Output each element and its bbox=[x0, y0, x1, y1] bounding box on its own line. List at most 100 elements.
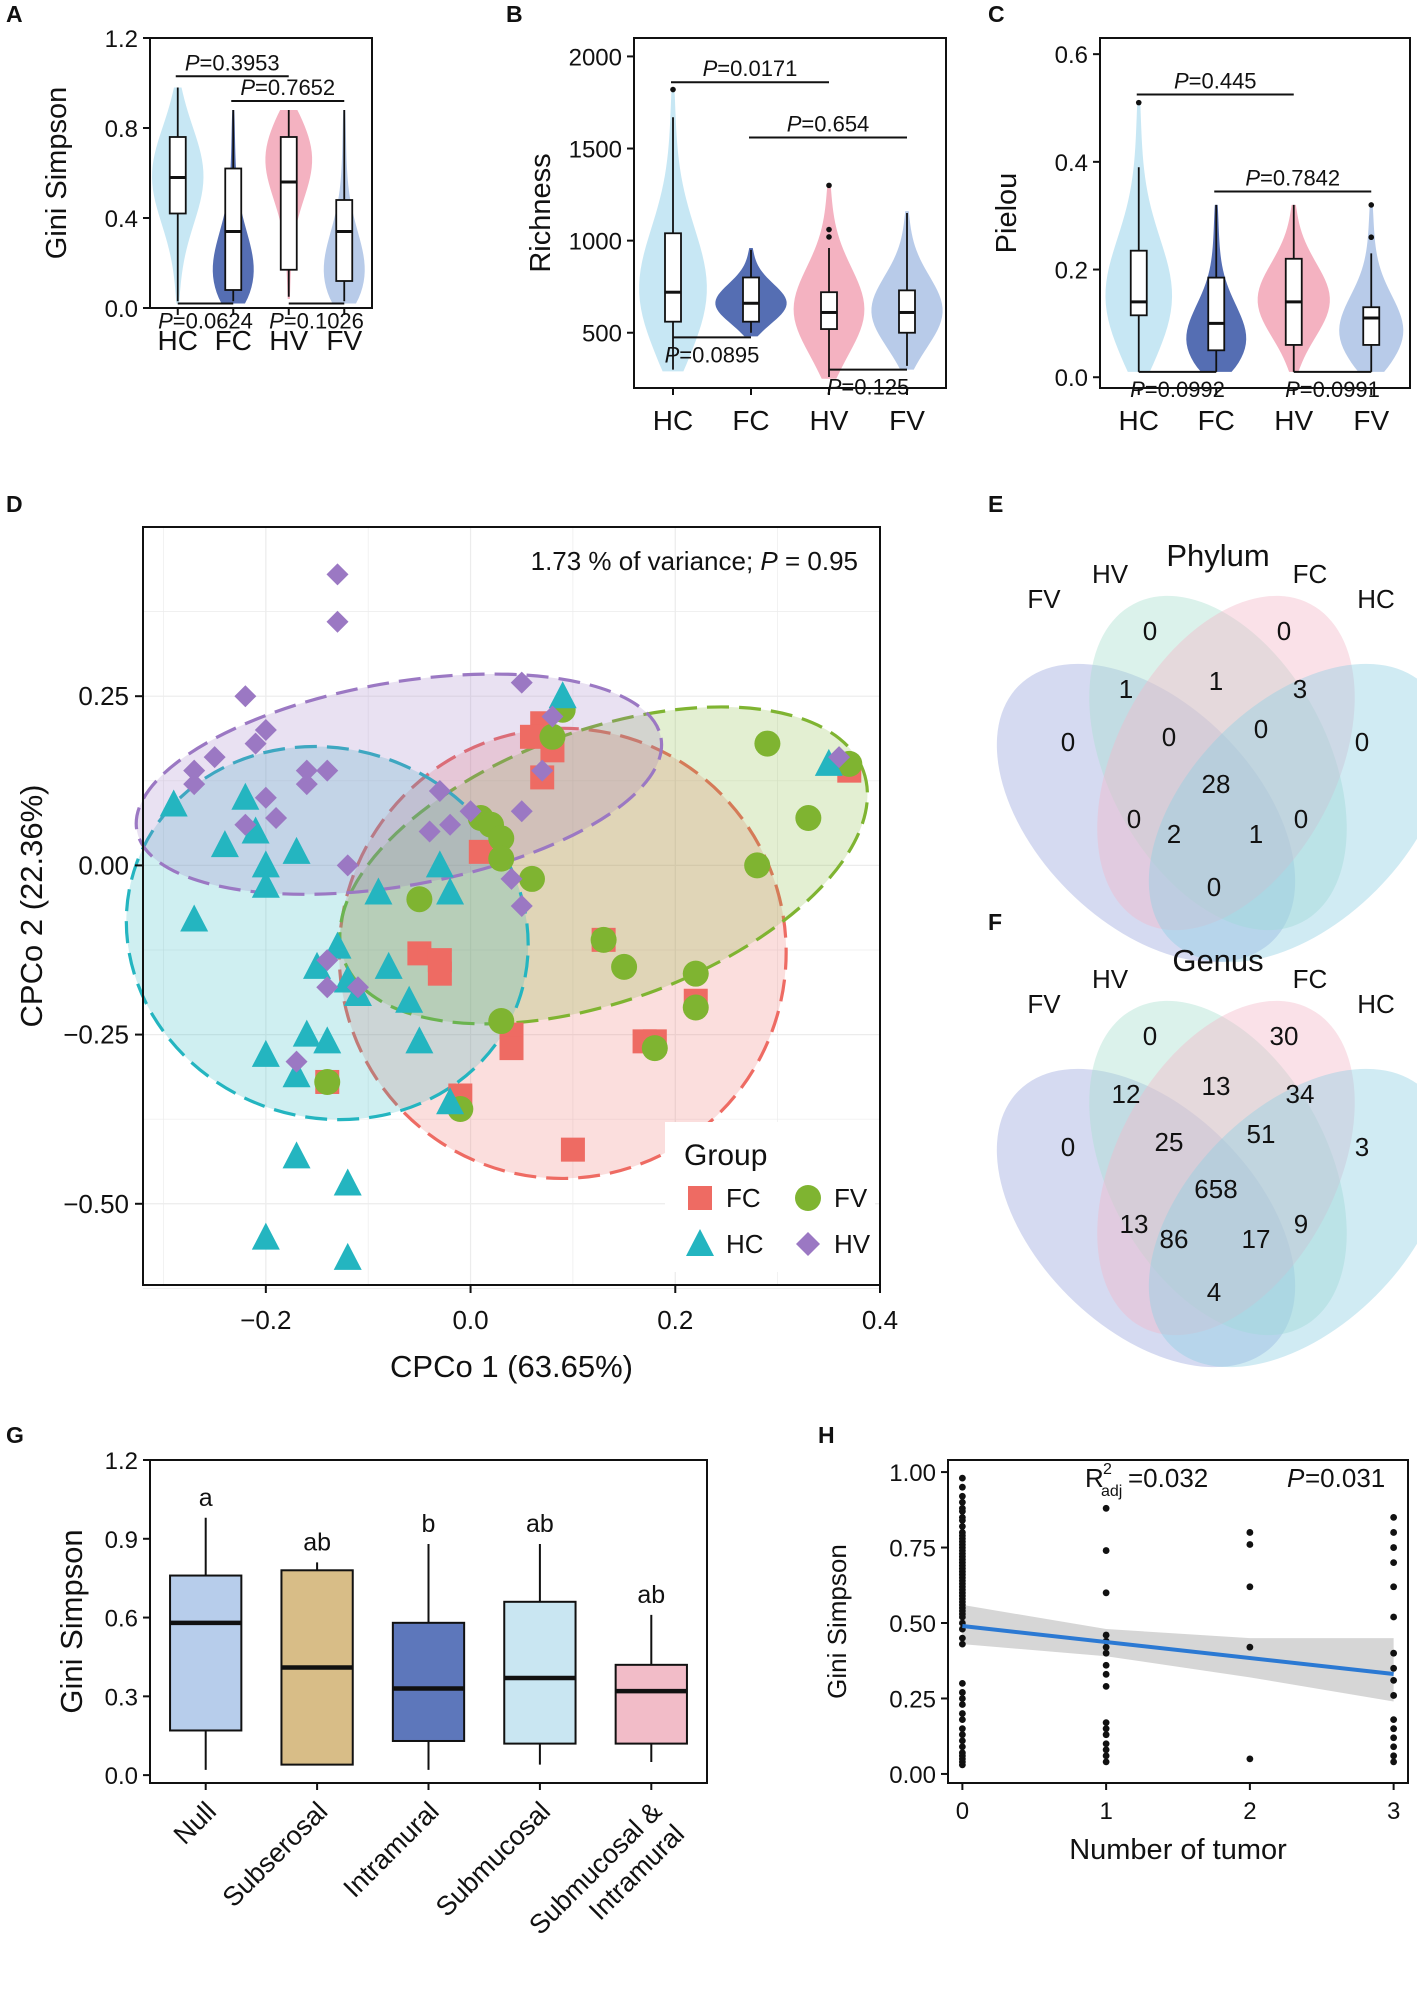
data-point bbox=[314, 1068, 341, 1095]
p-value: =0.031 bbox=[1305, 1463, 1385, 1493]
variance-annotation: 1.73 % of variance; P = 0.95 bbox=[531, 546, 858, 576]
panel-letter-a: A bbox=[6, 1, 23, 27]
y-tick-label: 0.0 bbox=[105, 1763, 138, 1790]
data-point bbox=[958, 1731, 966, 1739]
venn-set-label: HC bbox=[1357, 584, 1395, 614]
data-point bbox=[251, 1039, 280, 1067]
p-symbol: P bbox=[827, 375, 842, 400]
data-point bbox=[958, 1507, 966, 1515]
box bbox=[503, 1600, 577, 1745]
data-point bbox=[439, 813, 462, 836]
x-tick-label: FV bbox=[326, 325, 362, 356]
x-tick-label: HV bbox=[269, 325, 308, 356]
venn-count: 1 bbox=[1209, 666, 1223, 696]
confidence-band bbox=[962, 1604, 1394, 1702]
data-point bbox=[251, 1222, 280, 1250]
p-value-label: P=0.7652 bbox=[240, 75, 335, 100]
data-point bbox=[282, 1141, 311, 1169]
venn-count: 13 bbox=[1120, 1209, 1149, 1239]
box-hc bbox=[664, 232, 682, 323]
y-tick-label: 0.4 bbox=[1055, 150, 1088, 177]
venn-count: 30 bbox=[1270, 1021, 1299, 1051]
x-tick-label: 0.2 bbox=[657, 1305, 693, 1335]
venn-set-label: HC bbox=[1357, 989, 1395, 1019]
data-point bbox=[958, 1716, 966, 1724]
legend-label: FV bbox=[834, 1183, 868, 1213]
variance-text: 1.73 % of variance; bbox=[531, 546, 761, 576]
data-point bbox=[958, 1640, 966, 1648]
data-point bbox=[427, 961, 452, 986]
data-point bbox=[459, 800, 482, 823]
x-tick-label: 2 bbox=[1243, 1798, 1256, 1825]
outlier-point bbox=[1368, 202, 1375, 208]
panel-letter-c: C bbox=[988, 1, 1005, 27]
data-point bbox=[425, 850, 454, 878]
data-point bbox=[251, 850, 280, 878]
box bbox=[169, 1574, 243, 1732]
venn-count: 17 bbox=[1242, 1224, 1271, 1254]
data-point bbox=[1246, 1583, 1254, 1591]
data-point bbox=[436, 877, 465, 905]
data-point bbox=[531, 759, 554, 782]
y-tick-label: 0.00 bbox=[889, 1762, 936, 1789]
venn-set-fc bbox=[1097, 595, 1355, 931]
p-value: =0.1026 bbox=[284, 309, 364, 334]
data-point bbox=[428, 779, 451, 802]
data-point bbox=[958, 1761, 966, 1769]
data-point bbox=[244, 732, 267, 755]
data-point bbox=[234, 813, 257, 836]
data-point bbox=[641, 1035, 668, 1062]
x-tick-label: 0 bbox=[956, 1798, 969, 1825]
data-point bbox=[316, 976, 339, 999]
data-point bbox=[333, 1168, 362, 1196]
venn-set-fv bbox=[996, 663, 1296, 963]
data-point bbox=[510, 895, 533, 917]
panel-letter-f: F bbox=[988, 909, 1002, 935]
data-point bbox=[1390, 1692, 1398, 1699]
r-symbol: R bbox=[1085, 1463, 1104, 1493]
p-value-label: P=0.1026 bbox=[269, 309, 364, 334]
venn-count: 0 bbox=[1254, 714, 1268, 744]
p-value: =0.0895 bbox=[679, 342, 759, 367]
data-point bbox=[795, 805, 822, 832]
data-point bbox=[316, 949, 339, 972]
data-point bbox=[1390, 1544, 1398, 1551]
x-tick-label: Submucosal bbox=[430, 1796, 556, 1922]
p-value-label: P=0.7842 bbox=[1245, 165, 1340, 190]
legend-item-fv: FV bbox=[795, 1183, 868, 1213]
x-axis-label: Number of tumor bbox=[1069, 1834, 1287, 1866]
venn-set-fc bbox=[1097, 1000, 1355, 1336]
p-value: =0.0624 bbox=[173, 309, 253, 334]
p-value-label: P=0.654 bbox=[787, 111, 870, 136]
data-point bbox=[518, 865, 545, 892]
p-value: =0.0992 bbox=[1145, 377, 1225, 402]
p-value: =0.654 bbox=[801, 111, 869, 136]
x-tick-label: 3 bbox=[1387, 1798, 1400, 1825]
venn-set-hv bbox=[1089, 595, 1347, 931]
venn-count: 0 bbox=[1143, 616, 1157, 646]
y-tick-label: 0.50 bbox=[889, 1611, 936, 1638]
data-point bbox=[295, 773, 318, 796]
data-point bbox=[313, 1026, 342, 1054]
outlier-point bbox=[670, 86, 676, 93]
x-tick-label: Subserosal bbox=[217, 1796, 334, 1913]
legend-label: FC bbox=[726, 1183, 761, 1213]
data-point bbox=[282, 836, 311, 864]
data-point bbox=[1246, 1529, 1254, 1536]
data-point bbox=[1390, 1752, 1398, 1760]
x-tick-label: Null bbox=[168, 1796, 222, 1850]
x-tick-label: FV bbox=[889, 405, 925, 436]
venn-count: 9 bbox=[1294, 1209, 1308, 1239]
y-axis-label: Gini Simpson bbox=[41, 87, 73, 259]
data-point bbox=[541, 705, 564, 728]
data-point bbox=[744, 852, 771, 879]
p-symbol: P bbox=[185, 50, 200, 75]
box-fc bbox=[224, 167, 243, 291]
data-point bbox=[958, 1613, 966, 1621]
x-tick-label: HC bbox=[1119, 405, 1159, 436]
data-point bbox=[1102, 1731, 1110, 1739]
data-point bbox=[1102, 1758, 1110, 1766]
data-point bbox=[958, 1743, 966, 1751]
data-point bbox=[958, 1689, 966, 1696]
data-point bbox=[539, 723, 566, 750]
